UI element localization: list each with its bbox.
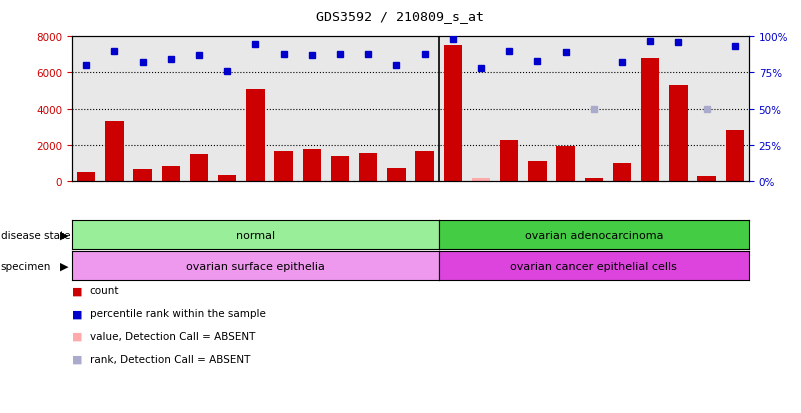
- Text: ovarian cancer epithelial cells: ovarian cancer epithelial cells: [510, 261, 678, 271]
- Bar: [698, 176, 716, 182]
- Bar: [472, 178, 490, 182]
- Bar: [190, 154, 208, 182]
- Bar: [275, 152, 293, 182]
- Text: percentile rank within the sample: percentile rank within the sample: [90, 309, 266, 318]
- Bar: [387, 169, 405, 182]
- Bar: [162, 166, 180, 182]
- Text: ▶: ▶: [59, 261, 68, 271]
- Text: count: count: [90, 286, 119, 296]
- Text: ovarian adenocarcinoma: ovarian adenocarcinoma: [525, 230, 663, 240]
- Bar: [77, 173, 95, 182]
- Bar: [303, 149, 321, 182]
- Text: ■: ■: [72, 354, 83, 364]
- Bar: [359, 154, 377, 182]
- Text: value, Detection Call = ABSENT: value, Detection Call = ABSENT: [90, 331, 255, 341]
- Bar: [218, 176, 236, 182]
- Bar: [444, 46, 462, 182]
- Bar: [585, 179, 603, 182]
- Text: ▶: ▶: [59, 230, 68, 240]
- Bar: [331, 157, 349, 182]
- Text: ■: ■: [72, 331, 83, 341]
- Text: ■: ■: [72, 286, 83, 296]
- Bar: [528, 162, 546, 182]
- Text: rank, Detection Call = ABSENT: rank, Detection Call = ABSENT: [90, 354, 250, 364]
- Bar: [613, 164, 631, 182]
- Bar: [641, 59, 659, 182]
- Bar: [246, 90, 264, 182]
- Text: GDS3592 / 210809_s_at: GDS3592 / 210809_s_at: [316, 10, 485, 23]
- Text: disease state: disease state: [1, 230, 70, 240]
- Bar: [134, 170, 151, 182]
- Bar: [557, 147, 575, 182]
- Bar: [416, 152, 434, 182]
- Bar: [105, 122, 123, 182]
- Text: ovarian surface epithelia: ovarian surface epithelia: [186, 261, 325, 271]
- Bar: [500, 140, 518, 182]
- Bar: [726, 131, 744, 182]
- Text: ■: ■: [72, 309, 83, 318]
- Bar: [670, 86, 687, 182]
- Text: normal: normal: [235, 230, 275, 240]
- Text: specimen: specimen: [1, 261, 51, 271]
